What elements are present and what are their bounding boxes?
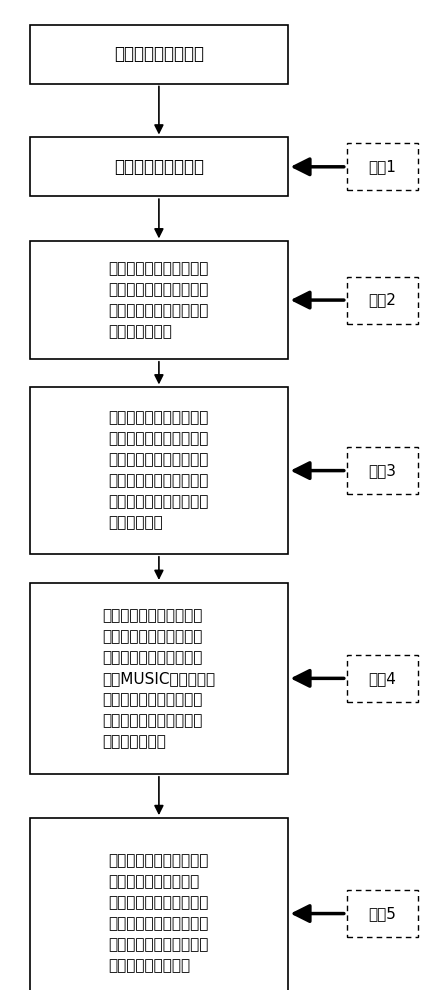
Text: 根据一定测量范围内的任
意角度，存在一个不随角
度变化的一致聚焦变换，
定义一致聚焦变换矩阵，
并通过最小二乘方法求得
聚焦变换矩阵: 根据一定测量范围内的任 意角度，存在一个不随角 度变化的一致聚焦变换， 定义一致… — [109, 411, 209, 531]
Bar — [30, 137, 288, 196]
Bar — [30, 25, 288, 84]
Text: 步骤5: 步骤5 — [368, 906, 396, 921]
Text: 步骤4: 步骤4 — [368, 671, 396, 686]
Bar — [30, 241, 288, 359]
Bar — [30, 583, 288, 774]
Text: 根据带宽内不同的中心频
率点，结合最小二乘法求
得的一致聚焦变换矩阵，
利用MUSIC方法求每个
中心频率点所对应的信号
空间谱，进而求得信号空
间谱的均值函数: 根据带宽内不同的中心频 率点，结合最小二乘法求 得的一致聚焦变换矩阵， 利用MU… — [102, 608, 215, 749]
Bar — [347, 447, 417, 494]
Text: 结合实际情况：仅有麦克
风采集到的语音信号可
用，运用频率点均值和时
间快拍估计的方法求得信
号空间谱平均估计值，进
而求得声源估计角度: 结合实际情况：仅有麦克 风采集到的语音信号可 用，运用频率点均值和时 间快拍估计… — [109, 854, 209, 974]
Text: 步骤3: 步骤3 — [368, 463, 396, 478]
Text: 对麦克风阵列采集到的语
音信号，求得信号的协方
差矩阵，并在频率范围内
定义中心频率点: 对麦克风阵列采集到的语 音信号，求得信号的协方 差矩阵，并在频率范围内 定义中心… — [109, 261, 209, 339]
Text: 步骤1: 步骤1 — [368, 159, 396, 174]
Bar — [30, 387, 288, 554]
Bar — [347, 655, 417, 702]
Text: 建立六元麦克风阵列: 建立六元麦克风阵列 — [114, 158, 204, 176]
Bar — [30, 818, 288, 1000]
Text: 双声源产生语音信号: 双声源产生语音信号 — [114, 45, 204, 63]
Bar — [347, 277, 417, 324]
Text: 步骤2: 步骤2 — [368, 293, 396, 308]
Bar — [347, 143, 417, 190]
Bar — [347, 890, 417, 937]
